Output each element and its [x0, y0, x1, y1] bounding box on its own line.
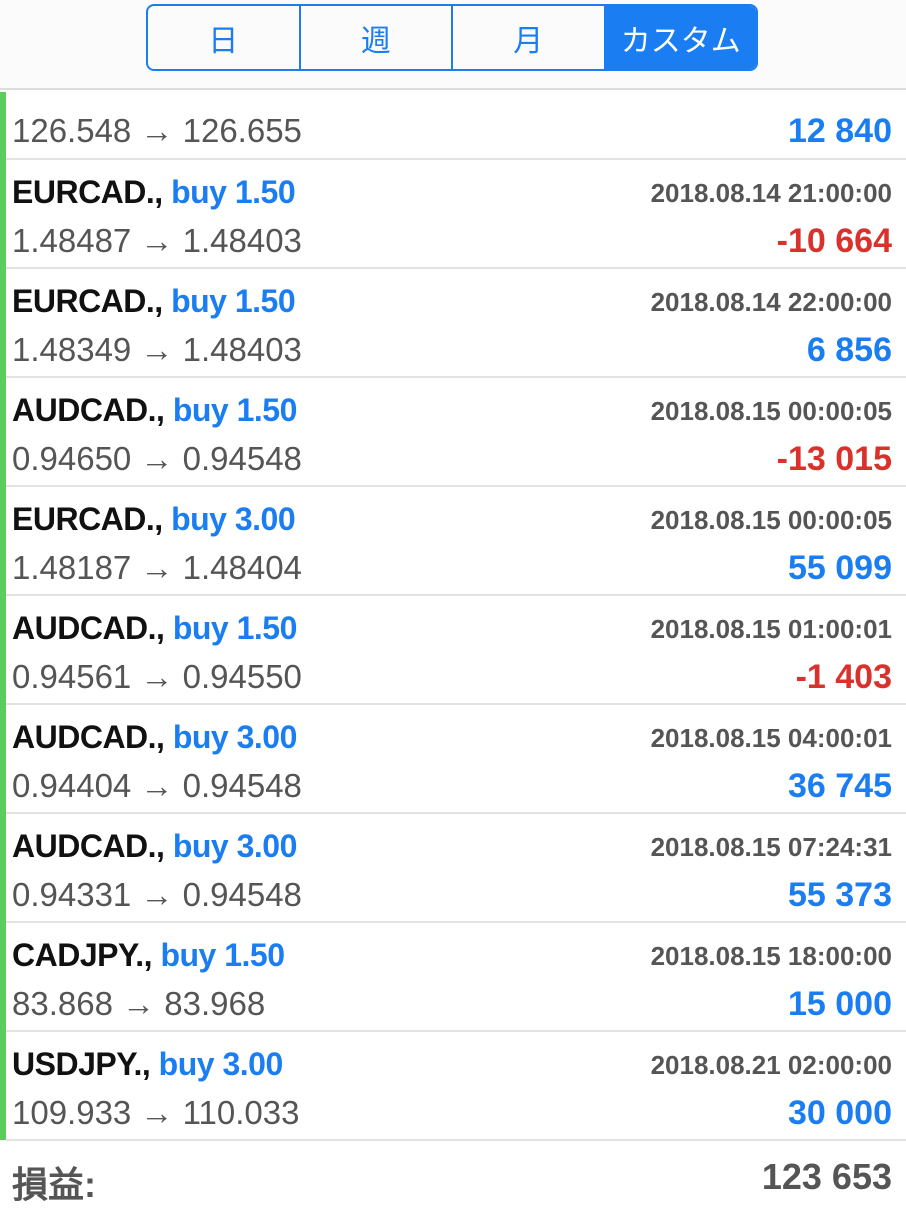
- trade-symbol: CADJPY., buy 1.50: [12, 937, 285, 974]
- trade-type: buy 3.00: [172, 828, 298, 864]
- trade-row[interactable]: USDJPY., buy 3.00 2018.08.21 02:00:00 10…: [6, 1032, 906, 1141]
- trade-symbol: EURCAD., buy 1.50: [12, 174, 296, 211]
- profit-total: 123 653: [761, 1156, 892, 1197]
- trade-profit: 15 000: [788, 985, 892, 1023]
- trade-profit: 36 745: [788, 767, 892, 805]
- trade-price: 0.94650 → 0.94548: [12, 440, 302, 477]
- symbol-name: USDJPY.,: [12, 1046, 151, 1082]
- trade-row[interactable]: AUDCAD., buy 3.00 2018.08.15 04:00:01 0.…: [6, 705, 906, 814]
- symbol-name: AUDCAD.,: [12, 392, 165, 428]
- trade-price: 1.48187 → 1.48404: [12, 549, 302, 586]
- trade-profit: -1 403: [795, 658, 892, 696]
- trade-type: buy 1.50: [171, 283, 296, 319]
- trade-type: buy 1.50: [160, 937, 285, 973]
- trade-type: buy 1.50: [172, 610, 298, 646]
- period-segmented-control: 日週月カスタム: [146, 4, 758, 71]
- trade-profit: 55 099: [788, 549, 892, 587]
- trade-price: 0.94331 → 0.94548: [12, 876, 302, 913]
- period-header: 日週月カスタム: [0, 0, 906, 90]
- trade-symbol: AUDCAD., buy 1.50: [12, 610, 297, 647]
- trade-profit: -13 015: [776, 440, 892, 478]
- tab-0[interactable]: 日: [148, 6, 301, 69]
- trade-time: 2018.08.15 04:00:01: [650, 723, 892, 753]
- symbol-name: AUDCAD.,: [12, 610, 165, 646]
- trade-time: 2018.08.15 00:00:05: [650, 396, 892, 426]
- trade-price: 0.94404 → 0.94548: [12, 767, 302, 804]
- trade-time: 2018.08.21 02:00:00: [650, 1050, 892, 1080]
- trade-row[interactable]: EURCAD., buy 1.50 2018.08.14 21:00:00 1.…: [6, 160, 906, 269]
- tab-2[interactable]: 月: [453, 6, 606, 69]
- trade-type: buy 3.00: [171, 501, 296, 537]
- trade-type: buy 1.50: [171, 174, 296, 210]
- symbol-name: CADJPY.,: [12, 937, 153, 973]
- trade-symbol: USDJPY., buy 3.00: [12, 1046, 283, 1083]
- trade-history-list[interactable]: 126.548 → 126.655 12 840 EURCAD., buy 1.…: [0, 92, 906, 1141]
- trade-price: 126.548 → 126.655: [12, 112, 302, 149]
- trade-row[interactable]: AUDCAD., buy 1.50 2018.08.15 01:00:01 0.…: [6, 596, 906, 705]
- tab-1[interactable]: 週: [301, 6, 453, 69]
- trade-row[interactable]: EURCAD., buy 1.50 2018.08.14 22:00:00 1.…: [6, 269, 906, 378]
- trade-profit: 6 856: [806, 331, 892, 369]
- trade-profit: -10 664: [776, 222, 892, 260]
- trade-time: 2018.08.15 07:24:31: [650, 832, 892, 862]
- position-indicator-bar: [0, 92, 6, 1140]
- trade-price: 1.48487 → 1.48403: [12, 222, 302, 259]
- trade-row[interactable]: EURCAD., buy 3.00 2018.08.15 00:00:05 1.…: [6, 487, 906, 596]
- symbol-name: AUDCAD.,: [12, 828, 165, 864]
- symbol-name: EURCAD.,: [12, 174, 163, 210]
- summary-footer: 損益: 123 653: [0, 1142, 906, 1205]
- trade-row[interactable]: CADJPY., buy 1.50 2018.08.15 18:00:00 83…: [6, 923, 906, 1032]
- symbol-name: EURCAD.,: [12, 283, 163, 319]
- trade-symbol: EURCAD., buy 3.00: [12, 501, 296, 538]
- trade-symbol: AUDCAD., buy 3.00: [12, 828, 297, 865]
- trade-row[interactable]: AUDCAD., buy 3.00 2018.08.15 07:24:31 0.…: [6, 814, 906, 923]
- trade-type: buy 3.00: [158, 1046, 284, 1082]
- tab-3[interactable]: カスタム: [605, 6, 756, 69]
- trade-symbol: EURCAD., buy 1.50: [12, 283, 296, 320]
- trade-price: 109.933 → 110.033: [12, 1094, 300, 1131]
- trade-time: 2018.08.14 21:00:00: [650, 178, 892, 208]
- trade-profit: 55 373: [788, 876, 892, 914]
- symbol-name: EURCAD.,: [12, 501, 163, 537]
- trade-time: 2018.08.15 00:00:05: [650, 505, 892, 535]
- trade-profit: 12 840: [788, 112, 892, 150]
- trade-type: buy 1.50: [172, 392, 298, 428]
- trade-symbol: AUDCAD., buy 1.50: [12, 392, 297, 429]
- trade-row[interactable]: AUDCAD., buy 1.50 2018.08.15 00:00:05 0.…: [6, 378, 906, 487]
- trade-time: 2018.08.15 18:00:00: [650, 941, 892, 971]
- trade-row[interactable]: 126.548 → 126.655 12 840: [6, 92, 906, 160]
- trade-price: 1.48349 → 1.48403: [12, 331, 302, 368]
- trade-profit: 30 000: [788, 1094, 892, 1132]
- trade-time: 2018.08.15 01:00:01: [650, 614, 892, 644]
- trade-price: 83.868 → 83.968: [12, 985, 266, 1022]
- symbol-name: AUDCAD.,: [12, 719, 165, 755]
- trade-price: 0.94561 → 0.94550: [12, 658, 302, 695]
- trade-time: 2018.08.14 22:00:00: [650, 287, 892, 317]
- trade-symbol: AUDCAD., buy 3.00: [12, 719, 297, 756]
- profit-label: 損益:: [12, 1164, 96, 1205]
- trade-type: buy 3.00: [172, 719, 298, 755]
